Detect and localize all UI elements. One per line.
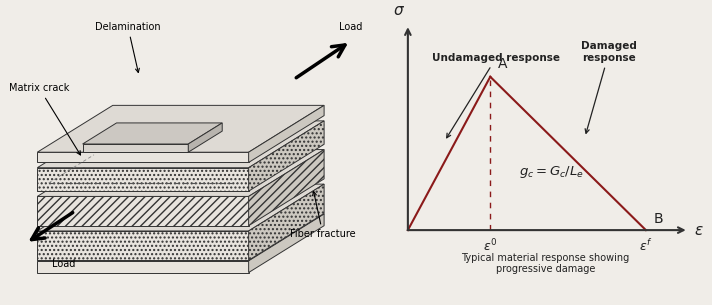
- Text: Typical material response showing: Typical material response showing: [461, 253, 629, 263]
- Polygon shape: [37, 105, 324, 152]
- Polygon shape: [248, 105, 324, 163]
- Polygon shape: [248, 121, 324, 191]
- Text: progressive damage: progressive damage: [496, 264, 595, 274]
- Polygon shape: [248, 184, 324, 260]
- Polygon shape: [248, 149, 324, 226]
- Text: ε: ε: [695, 223, 703, 238]
- Polygon shape: [37, 149, 324, 196]
- Text: $\varepsilon^f$: $\varepsilon^f$: [639, 238, 653, 254]
- Polygon shape: [37, 261, 248, 273]
- Text: B: B: [654, 212, 663, 226]
- Polygon shape: [37, 184, 324, 231]
- Polygon shape: [83, 123, 222, 144]
- Polygon shape: [248, 214, 324, 273]
- Text: Matrix crack: Matrix crack: [9, 83, 80, 155]
- Text: Undamaged response: Undamaged response: [432, 53, 560, 138]
- Polygon shape: [83, 144, 188, 152]
- Polygon shape: [37, 196, 248, 226]
- Text: $g_c = G_c/L_e$: $g_c = G_c/L_e$: [519, 163, 584, 180]
- Polygon shape: [37, 168, 248, 191]
- Polygon shape: [37, 231, 248, 260]
- Text: Damaged
response: Damaged response: [581, 41, 637, 133]
- Polygon shape: [37, 121, 324, 168]
- Text: $\varepsilon^0$: $\varepsilon^0$: [483, 238, 498, 255]
- Text: Load: Load: [339, 22, 362, 32]
- Polygon shape: [37, 152, 248, 163]
- Text: Delamination: Delamination: [95, 22, 161, 73]
- Text: σ: σ: [394, 3, 404, 18]
- Polygon shape: [37, 214, 324, 261]
- Polygon shape: [188, 123, 222, 152]
- Text: A: A: [498, 57, 508, 71]
- Text: Load: Load: [52, 259, 75, 269]
- Text: Fiber fracture: Fiber fracture: [290, 192, 356, 239]
